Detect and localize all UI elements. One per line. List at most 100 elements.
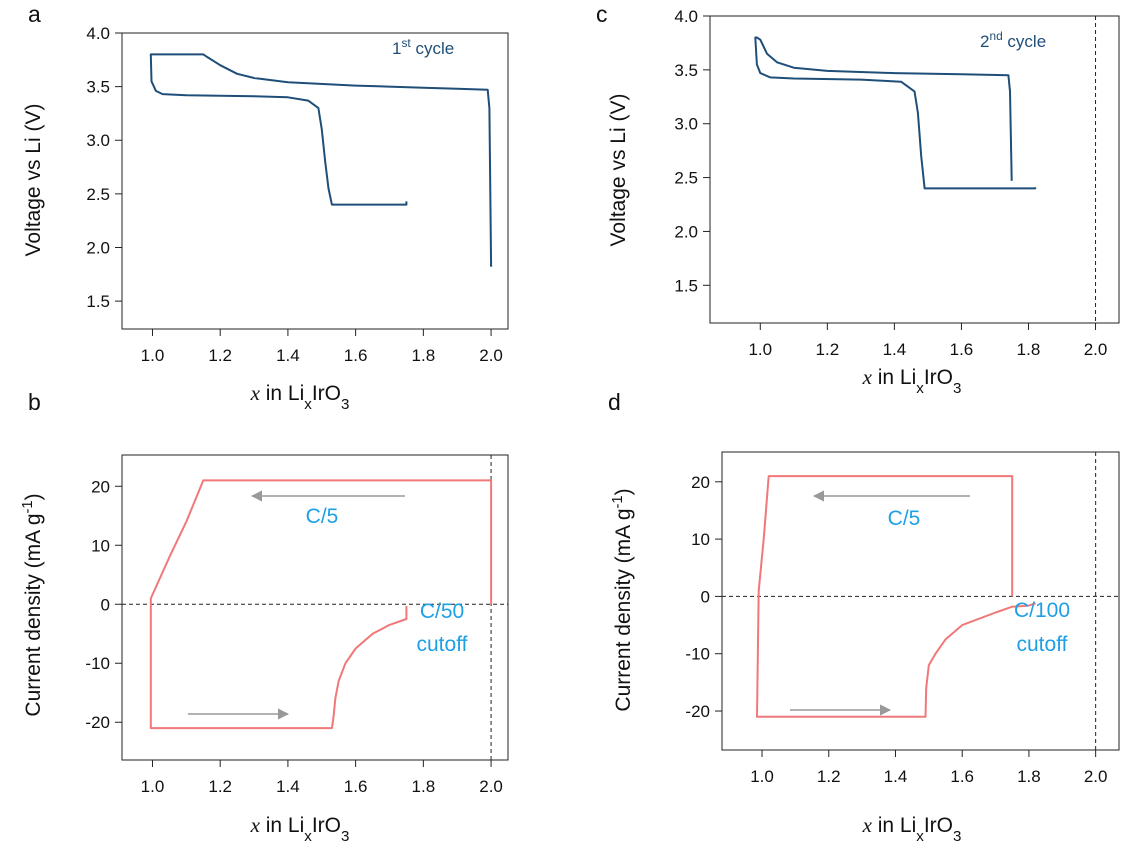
label-part: in Li (872, 366, 916, 389)
label-part: x (916, 380, 924, 397)
x-tick-label: 2.0 (1084, 340, 1108, 359)
label-part: Current density (mA g (22, 513, 45, 716)
label-part: Voltage vs Li (V) (607, 94, 630, 247)
axis-label: Current density (mA g-1) (20, 493, 45, 716)
y-tick-label: 2.5 (86, 185, 110, 204)
annotation: C/100 (1014, 599, 1070, 622)
axis-label: x in LixIrO3 (250, 381, 350, 413)
x-tick-label: 1.0 (750, 767, 774, 786)
axis-label: x in LixIrO3 (862, 813, 962, 845)
y-tick-label: 20 (91, 477, 110, 496)
label-part: IrO (924, 814, 953, 837)
label-part: ) (612, 488, 635, 495)
axis-label: x in LixIrO3 (862, 365, 962, 397)
axis-label: x in LixIrO3 (250, 813, 350, 845)
data-line (149, 53, 493, 267)
x-tick-label: 1.8 (1017, 767, 1041, 786)
label-part: 3 (953, 380, 961, 397)
label-part: x (304, 828, 312, 845)
data-line (754, 36, 1037, 190)
y-tick-label: -10 (85, 654, 110, 673)
x-tick-label: 1.8 (1017, 340, 1041, 359)
plot-frame (709, 15, 1120, 324)
x-tick-label: 1.2 (817, 767, 841, 786)
y-tick-label: 3.0 (86, 131, 110, 150)
x-tick-label: 1.0 (141, 346, 165, 365)
plot-frame (121, 454, 509, 761)
label-part: C/100 (1014, 599, 1070, 622)
label-part: x (862, 365, 873, 389)
label-part: 1 (392, 39, 401, 58)
y-tick-label: 3.0 (674, 115, 698, 134)
label-part: in Li (872, 814, 916, 837)
label-part: in Li (260, 814, 304, 837)
x-tick-label: 1.8 (412, 346, 436, 365)
label-part: IrO (312, 382, 341, 405)
data-line (149, 479, 493, 730)
annotation: 1st cycle (392, 36, 454, 58)
y-tick-label: -20 (85, 713, 110, 732)
y-tick-label: 4.0 (86, 24, 110, 43)
plot-frame (121, 32, 509, 330)
label-part: 2 (980, 32, 989, 51)
y-tick-label: 3.5 (674, 61, 698, 80)
x-tick-label: 1.0 (141, 777, 165, 796)
x-tick-label: 1.6 (344, 777, 368, 796)
label-part: x (250, 813, 261, 837)
y-tick-label: 1.5 (674, 276, 698, 295)
x-tick-label: 1.4 (276, 777, 300, 796)
x-tick-label: 1.6 (950, 340, 974, 359)
axis-label: Voltage vs Li (V) (607, 94, 630, 247)
label-part: C/5 (888, 507, 921, 530)
label-part: 3 (341, 828, 349, 845)
y-tick-label: 4.0 (674, 7, 698, 26)
annotation: C/5 (306, 505, 339, 528)
annotation: C/5 (888, 507, 921, 530)
y-tick-label: -10 (685, 645, 710, 664)
arrows (188, 490, 970, 720)
label-part: x (916, 828, 924, 845)
data-line (756, 475, 1036, 718)
y-tick-label: 3.5 (86, 78, 110, 97)
x-tick-label: 1.2 (208, 346, 232, 365)
panel-letter: b (28, 389, 41, 415)
x-tick-label: 1.2 (816, 340, 840, 359)
panel-letter: a (28, 1, 41, 27)
x-tick-label: 1.4 (276, 346, 300, 365)
panel-letter: c (596, 1, 608, 27)
x-tick-label: 1.8 (412, 777, 436, 796)
label-part: cycle (411, 39, 454, 58)
annotation: 2nd cycle (980, 29, 1046, 51)
y-tick-label: 2.0 (674, 222, 698, 241)
label-part: Voltage vs Li (V) (22, 104, 45, 257)
y-tick-label: 10 (91, 536, 110, 555)
label-part: 3 (953, 828, 961, 845)
label-part: C/50 (420, 600, 464, 623)
label-part: -1 (20, 500, 36, 513)
y-tick-label: -20 (685, 702, 710, 721)
annotation: cutoff (417, 633, 468, 656)
label-part: x (862, 813, 873, 837)
label-part: nd (989, 29, 1002, 43)
y-tick-label: 0 (101, 595, 110, 614)
label-part: x (304, 396, 312, 413)
y-tick-label: 10 (691, 530, 710, 549)
label-part: IrO (924, 366, 953, 389)
label-part: 3 (341, 396, 349, 413)
y-tick-label: 2.0 (86, 238, 110, 257)
annotation: cutoff (1017, 633, 1068, 656)
plot-frame (721, 451, 1120, 751)
x-tick-label: 1.4 (884, 767, 908, 786)
y-tick-label: 20 (691, 473, 710, 492)
label-part: st (401, 36, 411, 50)
x-tick-label: 2.0 (479, 777, 503, 796)
label-part: -1 (610, 495, 626, 508)
y-tick-label: 2.5 (674, 169, 698, 188)
y-tick-label: 0 (701, 587, 710, 606)
label-part: ) (22, 493, 45, 500)
axis-label: Voltage vs Li (V) (22, 104, 45, 257)
label-part: cutoff (1017, 633, 1068, 656)
label-part: C/5 (306, 505, 339, 528)
label-part: Current density (mA g (612, 508, 635, 711)
